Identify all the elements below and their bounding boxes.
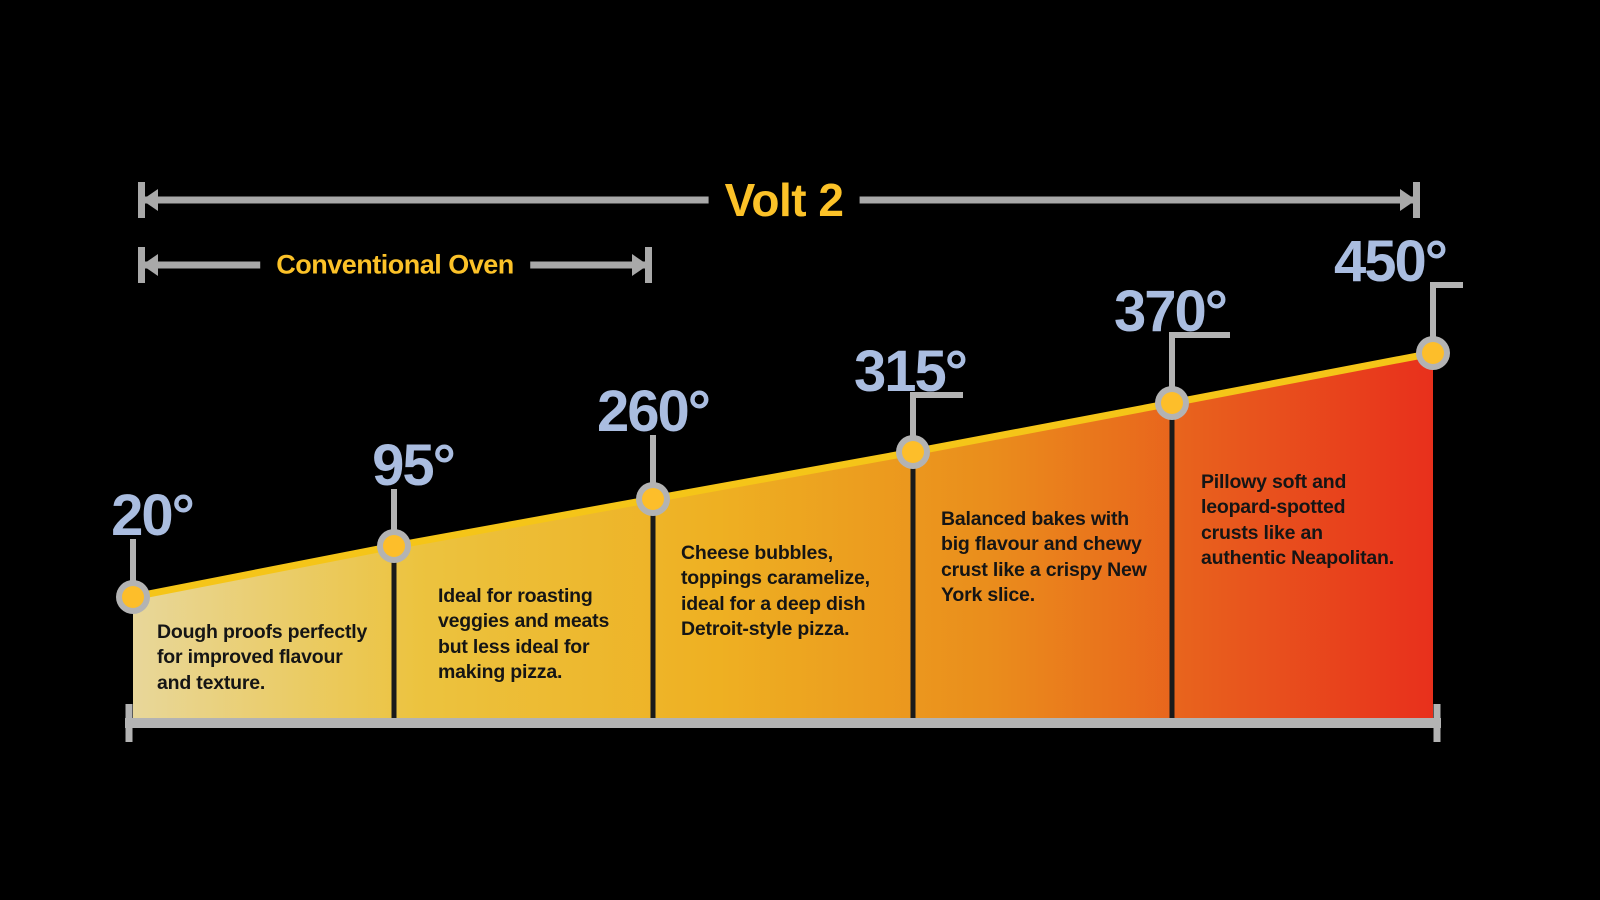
data-point-marker[interactable] xyxy=(902,441,924,463)
data-point-markers xyxy=(116,336,1450,614)
baseline-end-tick xyxy=(125,704,133,742)
data-point-marker[interactable] xyxy=(1422,342,1444,364)
callout-leader-line xyxy=(910,392,963,452)
callout-leader-line xyxy=(1430,282,1463,353)
range-arrow-right-icon xyxy=(1400,189,1416,211)
data-point-marker[interactable] xyxy=(383,535,405,557)
segment-description-new-york-slice: Balanced bakes with big flavour and chew… xyxy=(941,508,1147,607)
temperature-label: 450° xyxy=(1334,229,1448,294)
segment-description-roasting: Ideal for roasting veggies and meats but… xyxy=(438,585,610,684)
segment-description-detroit-style: Cheese bubbles, toppings caramelize, ide… xyxy=(681,542,870,641)
range-bar-conventional-oven: Conventional Oven xyxy=(138,245,652,285)
range-cap-right xyxy=(1413,182,1420,218)
chart-area-fill xyxy=(129,349,1437,718)
segment-description-neapolitan: Pillowy soft and leopard-spotted crusts … xyxy=(1201,471,1394,570)
temperature-label: 20° xyxy=(111,483,195,548)
data-point-marker[interactable] xyxy=(122,586,144,608)
range-arrow-right-icon xyxy=(632,254,648,276)
area-path xyxy=(133,353,1433,718)
temperature-label: 95° xyxy=(372,433,456,498)
data-point-marker[interactable] xyxy=(642,488,664,510)
range-cap-left xyxy=(138,247,145,283)
baseline-end-tick xyxy=(1433,704,1441,742)
baseline-bar xyxy=(125,718,1441,728)
range-arrow-left-icon xyxy=(142,254,158,276)
range-label-conventional-oven: Conventional Oven xyxy=(260,251,530,279)
range-label-volt-2: Volt 2 xyxy=(708,177,860,223)
range-bar-volt-2: Volt 2 xyxy=(138,177,1420,223)
chart-baseline xyxy=(125,704,1441,742)
area-top-line xyxy=(129,349,1437,601)
range-cap-right xyxy=(645,247,652,283)
temperature-label: 370° xyxy=(1114,279,1228,344)
data-point-marker[interactable] xyxy=(1161,392,1183,414)
callout-leader-line xyxy=(1169,332,1230,403)
range-arrow-left-icon xyxy=(142,189,158,211)
segment-description-proofing: Dough proofs perfectly for improved flav… xyxy=(157,621,368,694)
range-cap-left xyxy=(138,182,145,218)
segment-dividers xyxy=(391,407,1175,718)
temperature-label: 315° xyxy=(854,339,968,404)
temperature-label: 260° xyxy=(597,379,711,444)
